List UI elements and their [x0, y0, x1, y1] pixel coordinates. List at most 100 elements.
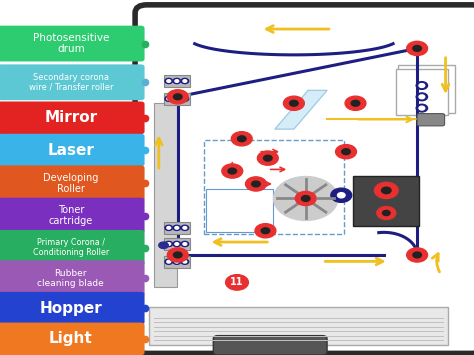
Circle shape [419, 83, 425, 87]
Circle shape [165, 225, 173, 230]
Circle shape [377, 207, 396, 219]
Circle shape [183, 243, 187, 245]
Circle shape [231, 132, 252, 146]
Circle shape [222, 164, 243, 178]
Polygon shape [275, 91, 327, 129]
Circle shape [382, 187, 391, 193]
Circle shape [181, 225, 189, 230]
Circle shape [181, 241, 189, 247]
Circle shape [175, 243, 179, 245]
Circle shape [167, 90, 188, 104]
Circle shape [173, 241, 181, 247]
Circle shape [345, 96, 366, 110]
Text: Mirror: Mirror [44, 110, 98, 125]
FancyBboxPatch shape [0, 102, 145, 134]
Circle shape [383, 211, 390, 215]
FancyBboxPatch shape [0, 323, 145, 355]
Circle shape [173, 225, 181, 230]
Text: Light: Light [49, 331, 93, 346]
Circle shape [165, 259, 173, 264]
Text: Photosensitive
drum: Photosensitive drum [33, 33, 109, 54]
Circle shape [413, 252, 421, 258]
Circle shape [173, 78, 181, 83]
Text: Secondary corona
wire / Transfer roller: Secondary corona wire / Transfer roller [28, 73, 113, 92]
Circle shape [261, 228, 270, 234]
Circle shape [419, 95, 425, 99]
Text: Laser: Laser [47, 143, 94, 158]
FancyBboxPatch shape [164, 238, 190, 250]
Circle shape [419, 106, 425, 110]
Circle shape [374, 182, 398, 198]
Circle shape [237, 136, 246, 142]
FancyBboxPatch shape [164, 75, 190, 87]
Circle shape [273, 176, 338, 220]
Circle shape [181, 78, 189, 83]
FancyBboxPatch shape [164, 93, 190, 105]
FancyBboxPatch shape [164, 256, 190, 268]
Circle shape [295, 191, 316, 206]
Circle shape [246, 177, 266, 191]
Circle shape [264, 155, 272, 161]
FancyBboxPatch shape [417, 114, 445, 126]
FancyBboxPatch shape [0, 260, 145, 296]
Circle shape [159, 242, 168, 248]
Circle shape [167, 243, 171, 245]
Circle shape [228, 168, 237, 174]
Circle shape [226, 275, 248, 290]
Text: Primary Corona /
Conditioning Roller: Primary Corona / Conditioning Roller [33, 238, 109, 257]
Text: Rubber
cleaning blade: Rubber cleaning blade [37, 269, 104, 288]
FancyBboxPatch shape [135, 5, 474, 353]
Circle shape [175, 226, 179, 229]
Circle shape [290, 100, 298, 106]
Circle shape [183, 98, 187, 100]
Text: 11: 11 [230, 277, 244, 288]
Circle shape [416, 93, 428, 101]
Circle shape [407, 41, 428, 55]
FancyBboxPatch shape [0, 230, 145, 266]
Circle shape [416, 82, 428, 89]
FancyBboxPatch shape [0, 292, 145, 324]
Circle shape [337, 193, 345, 198]
Circle shape [173, 94, 182, 100]
Circle shape [252, 181, 260, 187]
Circle shape [255, 224, 276, 238]
Circle shape [167, 261, 171, 263]
Circle shape [173, 96, 181, 101]
FancyBboxPatch shape [353, 176, 419, 226]
Circle shape [336, 144, 356, 159]
FancyBboxPatch shape [213, 335, 327, 355]
Circle shape [301, 196, 310, 201]
Circle shape [167, 248, 188, 262]
FancyBboxPatch shape [164, 222, 190, 234]
Circle shape [175, 261, 179, 263]
Circle shape [167, 98, 171, 100]
Circle shape [342, 149, 350, 154]
FancyBboxPatch shape [0, 26, 145, 61]
Circle shape [165, 241, 173, 247]
Circle shape [175, 80, 179, 82]
Circle shape [351, 100, 360, 106]
Text: Developing
Roller: Developing Roller [43, 173, 99, 194]
FancyBboxPatch shape [0, 134, 145, 166]
Circle shape [407, 248, 428, 262]
Circle shape [167, 226, 171, 229]
FancyBboxPatch shape [154, 103, 177, 287]
Circle shape [175, 98, 179, 100]
Circle shape [165, 78, 173, 83]
Circle shape [167, 80, 171, 82]
Circle shape [181, 259, 189, 264]
FancyBboxPatch shape [396, 69, 448, 115]
Circle shape [173, 252, 182, 258]
Circle shape [283, 96, 304, 110]
Circle shape [257, 151, 278, 165]
FancyBboxPatch shape [0, 198, 145, 234]
Circle shape [165, 96, 173, 101]
FancyBboxPatch shape [398, 65, 455, 113]
Circle shape [331, 188, 352, 202]
Text: Hopper: Hopper [39, 301, 102, 316]
FancyBboxPatch shape [149, 307, 448, 345]
FancyBboxPatch shape [0, 64, 145, 100]
FancyBboxPatch shape [0, 165, 145, 201]
Text: Toner
cartridge: Toner cartridge [49, 205, 93, 226]
Circle shape [183, 226, 187, 229]
